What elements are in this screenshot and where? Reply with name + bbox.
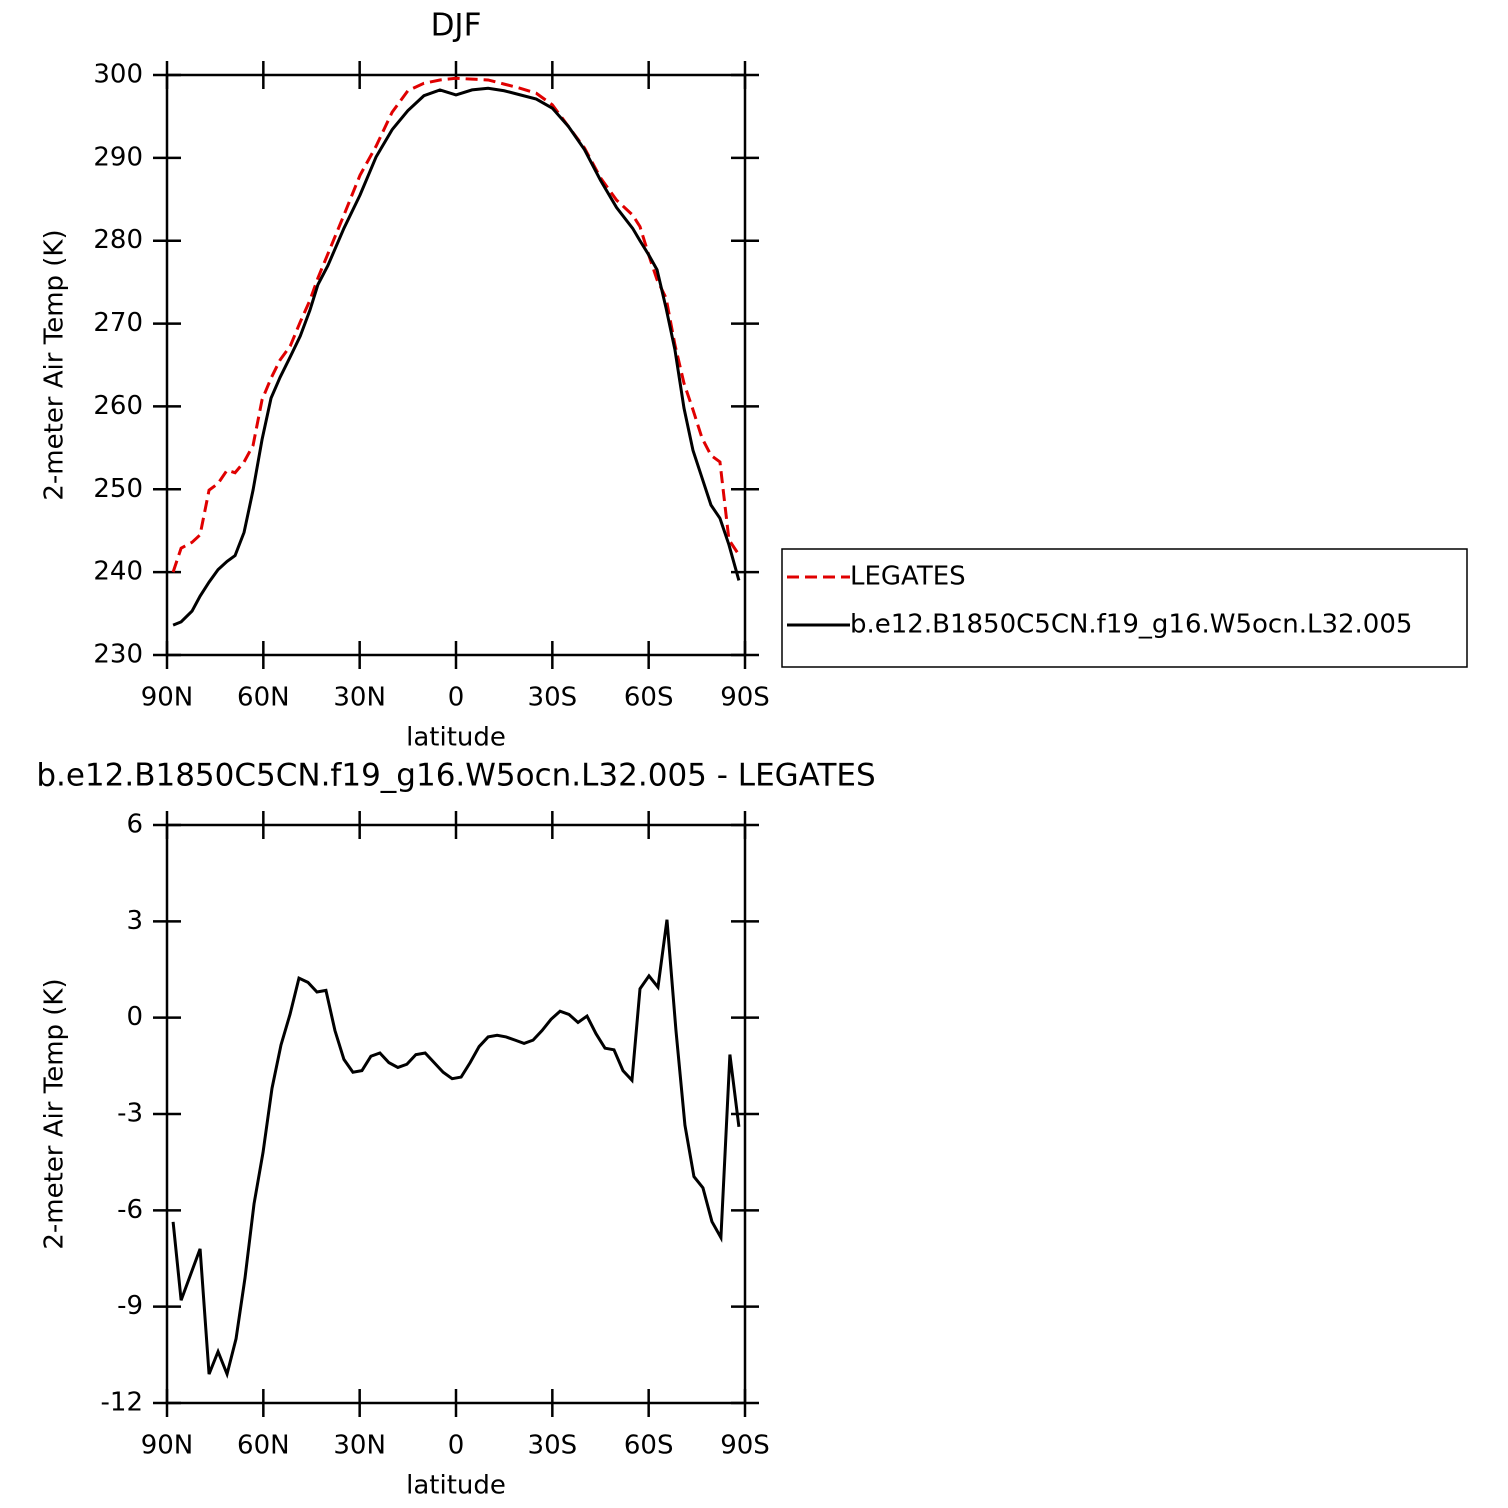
y-tick-label: 270 — [93, 308, 143, 338]
y-tick-label: -6 — [117, 1195, 143, 1225]
x-tick-label: 30S — [528, 683, 578, 713]
x-tick-label: 30N — [333, 1431, 386, 1461]
x-tick-label: 60N — [237, 683, 290, 713]
y-axis-label: 2-meter Air Temp (K) — [40, 978, 70, 1249]
legend-label: LEGATES — [850, 562, 966, 592]
y-axis-label: 2-meter Air Temp (K) — [40, 229, 70, 500]
x-tick-label: 30S — [528, 1431, 578, 1461]
x-tick-label: 60N — [237, 1431, 290, 1461]
x-axis-label: latitude — [406, 723, 506, 753]
y-tick-label: 250 — [93, 474, 143, 504]
y-tick-label: 3 — [126, 906, 143, 936]
y-tick-label: 240 — [93, 557, 143, 587]
x-tick-label: 60S — [624, 683, 674, 713]
x-tick-label: 90N — [141, 1431, 194, 1461]
y-tick-label: -3 — [117, 1099, 143, 1129]
chart-title: DJF — [431, 8, 482, 44]
x-tick-label: 0 — [448, 683, 465, 713]
x-tick-label: 60S — [624, 1431, 674, 1461]
y-tick-label: 230 — [93, 640, 143, 670]
x-tick-label: 90S — [720, 683, 770, 713]
y-tick-label: 0 — [126, 1002, 143, 1032]
plot-frame — [165, 823, 747, 1405]
data-line — [171, 919, 741, 1379]
plot-frame — [165, 73, 747, 657]
x-tick-label: 30N — [333, 683, 386, 713]
x-tick-label: 90S — [720, 1431, 770, 1461]
x-tick-label: 0 — [448, 1431, 465, 1461]
y-tick-label: 280 — [93, 225, 143, 255]
y-tick-label: 6 — [126, 810, 143, 840]
chart-title: b.e12.B1850C5CN.f19_g16.W5ocn.L32.005 - … — [36, 758, 875, 794]
legend-box — [781, 548, 1468, 668]
data-line — [171, 76, 741, 573]
data-line — [172, 86, 741, 627]
x-tick-label: 90N — [141, 683, 194, 713]
legend-label: b.e12.B1850C5CN.f19_g16.W5ocn.L32.005 — [850, 610, 1412, 640]
y-tick-label: 290 — [93, 142, 143, 172]
y-tick-label: -12 — [101, 1388, 143, 1418]
y-tick-label: 260 — [93, 391, 143, 421]
y-tick-label: 300 — [93, 60, 143, 90]
y-tick-label: -9 — [117, 1291, 143, 1321]
x-axis-label: latitude — [406, 1471, 506, 1501]
